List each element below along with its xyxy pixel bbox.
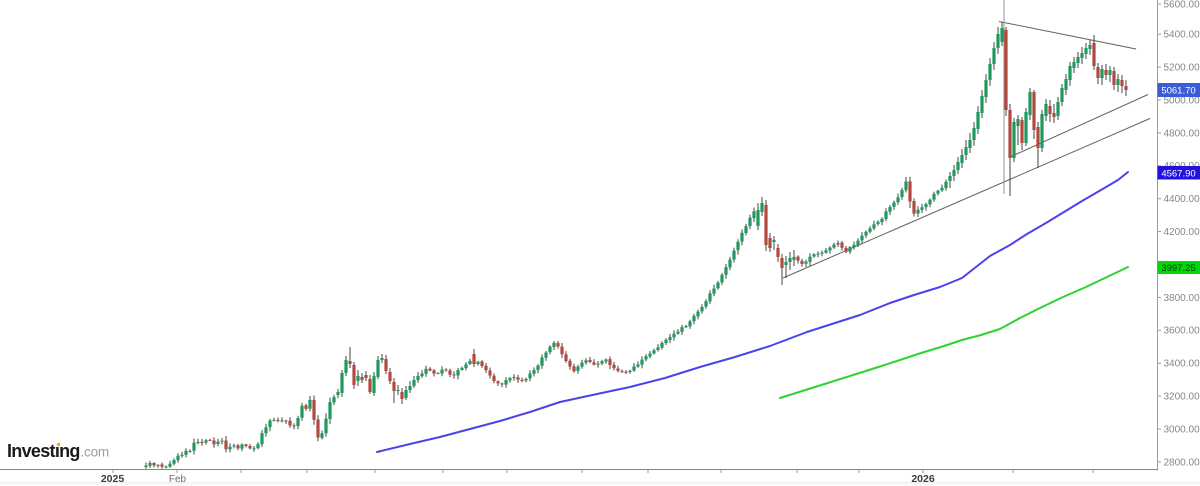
svg-text:3800.00: 3800.00 bbox=[1164, 293, 1200, 304]
svg-text:3400.00: 3400.00 bbox=[1164, 359, 1200, 370]
svg-text:3600.00: 3600.00 bbox=[1164, 326, 1200, 337]
svg-text:2025: 2025 bbox=[101, 473, 125, 485]
svg-text:3200.00: 3200.00 bbox=[1164, 392, 1200, 403]
svg-text:5200.00: 5200.00 bbox=[1164, 63, 1200, 74]
svg-text:Feb: Feb bbox=[169, 474, 187, 485]
svg-text:5000.00: 5000.00 bbox=[1164, 95, 1200, 106]
svg-text:5061.70: 5061.70 bbox=[1161, 86, 1195, 97]
svg-text:2800.00: 2800.00 bbox=[1164, 457, 1200, 468]
svg-text:4567.90: 4567.90 bbox=[1161, 168, 1195, 179]
svg-text:3997.25: 3997.25 bbox=[1161, 263, 1195, 274]
svg-text:4400.00: 4400.00 bbox=[1164, 194, 1200, 205]
svg-text:5400.00: 5400.00 bbox=[1164, 30, 1200, 41]
svg-text:Investıng: Investıng bbox=[7, 441, 80, 461]
svg-text:4200.00: 4200.00 bbox=[1164, 227, 1200, 238]
svg-text:3000.00: 3000.00 bbox=[1164, 424, 1200, 435]
svg-text:.com: .com bbox=[81, 445, 109, 460]
svg-text:5600.00: 5600.00 bbox=[1164, 0, 1200, 10]
svg-text:4800.00: 4800.00 bbox=[1164, 128, 1200, 139]
svg-text:2026: 2026 bbox=[911, 473, 935, 485]
